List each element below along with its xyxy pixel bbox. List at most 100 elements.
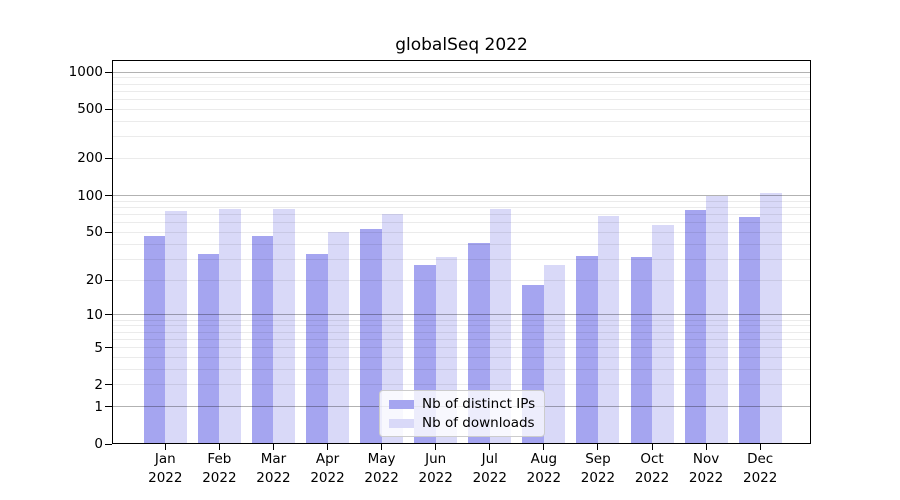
- x-tick-label-year: 2022: [634, 470, 670, 486]
- bar-distinct-ips-mar: [251, 235, 274, 444]
- legend-item-downloads: Nb of downloads: [389, 415, 535, 431]
- x-tick-label: Jul 2022: [459, 450, 521, 488]
- bar-downloads-sep: [597, 216, 620, 444]
- x-tick-label-year: 2022: [742, 470, 778, 486]
- x-tick-label-year: 2022: [202, 470, 237, 486]
- x-tick-label-month: Jun: [425, 451, 447, 467]
- legend-label-distinct-ips: Nb of distinct IPs: [422, 396, 536, 412]
- bar-distinct-ips-jan: [143, 235, 166, 444]
- x-tick-label-year: 2022: [148, 470, 183, 486]
- x-tick-mark: [705, 444, 707, 450]
- x-tick-label: Aug 2022: [513, 450, 575, 488]
- y-tick-label: 20: [85, 272, 103, 289]
- x-tick-label: Oct 2022: [621, 450, 683, 488]
- x-tick-mark: [327, 444, 329, 450]
- y-tick-mark: [105, 231, 112, 233]
- bar-distinct-ips-may: [360, 229, 382, 444]
- legend-swatch-downloads-icon: [389, 418, 414, 428]
- bar-downloads-apr: [327, 232, 350, 444]
- y-tick-mark: [105, 157, 112, 159]
- bar-distinct-ips-sep: [576, 255, 598, 444]
- x-tick-label-month: May: [367, 451, 396, 467]
- y-tick-mark: [105, 108, 112, 110]
- x-tick-label-year: 2022: [310, 470, 345, 486]
- bar-downloads-may: [381, 214, 404, 444]
- y-tick-label: 50: [85, 224, 103, 241]
- x-tick-label-year: 2022: [580, 470, 616, 486]
- y-tick-label: 1000: [68, 64, 103, 80]
- y-tick-label: 5: [94, 339, 103, 356]
- bar-downloads-dec: [760, 192, 782, 444]
- bar-distinct-ips-feb: [197, 254, 220, 444]
- x-tick-label-month: Mar: [260, 451, 287, 467]
- x-tick-label-month: Oct: [640, 451, 664, 467]
- x-tick-label-month: Feb: [207, 451, 232, 467]
- x-tick-label: Dec 2022: [729, 450, 791, 488]
- x-tick-label-month: Jul: [481, 451, 498, 467]
- x-tick-label-year: 2022: [364, 470, 399, 486]
- y-tick-mark: [105, 195, 112, 196]
- chart-title: globalSeq 2022: [395, 35, 528, 55]
- y-tick-mark: [105, 384, 112, 386]
- x-tick-mark: [489, 444, 491, 450]
- x-tick-mark: [759, 444, 761, 450]
- x-tick-label-year: 2022: [472, 470, 507, 486]
- x-tick-label-year: 2022: [526, 470, 562, 486]
- x-tick-label-year: 2022: [256, 470, 291, 486]
- x-tick-label: Mar 2022: [242, 450, 304, 488]
- x-tick-mark: [218, 444, 220, 450]
- x-tick-label-month: Nov: [692, 451, 720, 467]
- y-tick-label: 100: [77, 187, 103, 204]
- x-tick-label-year: 2022: [418, 470, 453, 486]
- x-tick-label: Jan 2022: [134, 450, 196, 488]
- y-tick-mark: [105, 443, 112, 445]
- x-tick-label-month: Dec: [747, 451, 774, 467]
- bar-downloads-nov: [706, 195, 728, 444]
- x-tick-label: Feb 2022: [188, 450, 250, 488]
- legend: Nb of distinct IPs Nb of downloads: [379, 390, 546, 437]
- x-tick-label-month: Jan: [154, 451, 176, 467]
- x-tick-label-month: Sep: [585, 451, 611, 467]
- x-tick-mark: [597, 444, 599, 450]
- bar-downloads-jul: [489, 209, 512, 444]
- x-tick-label: Apr 2022: [297, 450, 359, 488]
- x-tick-label-month: Aug: [530, 451, 558, 467]
- x-tick-label: Jun 2022: [405, 450, 467, 488]
- y-tick-label: 200: [77, 150, 103, 167]
- x-tick-mark: [272, 444, 274, 450]
- x-tick-mark: [164, 444, 166, 450]
- bar-downloads-mar: [273, 209, 295, 444]
- x-tick-label-year: 2022: [688, 470, 724, 486]
- bar-distinct-ips-dec: [738, 216, 761, 444]
- x-tick-label: Sep 2022: [567, 450, 629, 488]
- x-tick-mark: [651, 444, 653, 450]
- legend-item-distinct-ips: Nb of distinct IPs: [389, 396, 535, 412]
- x-tick-label: Nov 2022: [675, 450, 737, 488]
- x-tick-mark: [435, 444, 437, 450]
- bar-downloads-oct: [652, 225, 674, 444]
- y-tick-mark: [105, 71, 112, 73]
- x-tick-mark: [543, 444, 545, 450]
- plot-area: Nb of distinct IPs Nb of downloads: [112, 60, 811, 444]
- x-tick-label: May 2022: [351, 450, 413, 488]
- y-tick-mark: [105, 279, 112, 281]
- bars-layer: [112, 60, 811, 444]
- x-tick-mark: [381, 444, 383, 450]
- bar-distinct-ips-apr: [306, 254, 328, 444]
- y-tick-label: 0: [94, 436, 103, 452]
- y-tick-label: 1: [94, 398, 103, 415]
- x-tick-label-month: Apr: [315, 451, 340, 467]
- legend-label-downloads: Nb of downloads: [422, 415, 535, 431]
- y-tick-mark: [105, 406, 112, 408]
- y-tick-label: 2: [94, 376, 103, 393]
- bar-downloads-aug: [543, 264, 566, 444]
- y-tick-mark: [105, 314, 112, 316]
- bar-downloads-feb: [219, 209, 241, 444]
- y-tick-mark: [105, 347, 112, 349]
- y-tick-label: 500: [77, 101, 103, 118]
- y-tick-label: 10: [85, 306, 103, 323]
- legend-swatch-distinct-ips-icon: [389, 399, 414, 409]
- bar-distinct-ips-oct: [630, 257, 653, 444]
- bar-downloads-jan: [165, 210, 187, 444]
